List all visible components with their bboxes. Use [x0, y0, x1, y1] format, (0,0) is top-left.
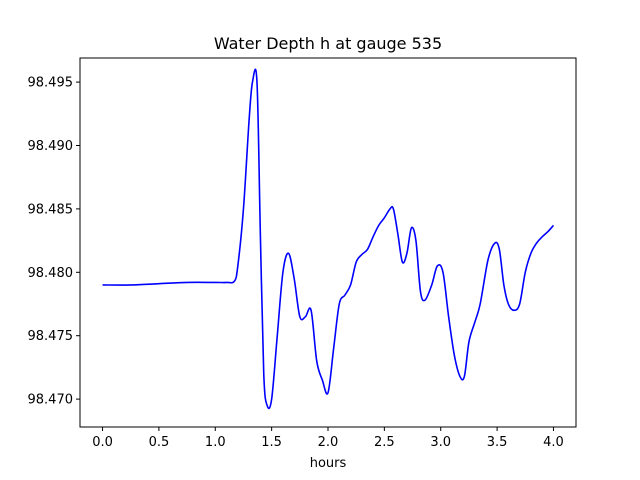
y-tick-label: 98.475	[28, 329, 74, 344]
y-axis: 98.470 98.475 98.480 98.485 98.490 98.495	[28, 76, 80, 408]
x-tick-label: 4.0	[543, 435, 564, 450]
series-line-0	[102, 68, 555, 410]
x-tick-label: 0.0	[92, 435, 113, 450]
axes-frame	[79, 57, 577, 428]
plot-area	[102, 68, 555, 410]
x-tick-label: 1.0	[205, 435, 226, 450]
y-tick-label: 98.470	[28, 393, 74, 408]
x-tick-label: 0.5	[149, 435, 170, 450]
x-tick-label: 2.0	[318, 435, 339, 450]
chart-title: Water Depth h at gauge 535	[214, 34, 442, 53]
y-tick-label: 98.480	[28, 266, 74, 281]
x-tick-label: 1.5	[261, 435, 282, 450]
x-tick-label: 3.5	[487, 435, 508, 450]
y-tick-label: 98.485	[28, 202, 74, 217]
x-tick-label: 3.0	[430, 435, 451, 450]
x-axis: 0.0 0.5 1.0 1.5 2.0 2.5 3.0 3.5 4.0	[92, 427, 564, 450]
x-tick-label: 2.5	[374, 435, 395, 450]
y-tick-label: 98.495	[28, 76, 74, 91]
x-axis-label: hours	[310, 456, 347, 471]
y-tick-label: 98.490	[28, 139, 74, 154]
